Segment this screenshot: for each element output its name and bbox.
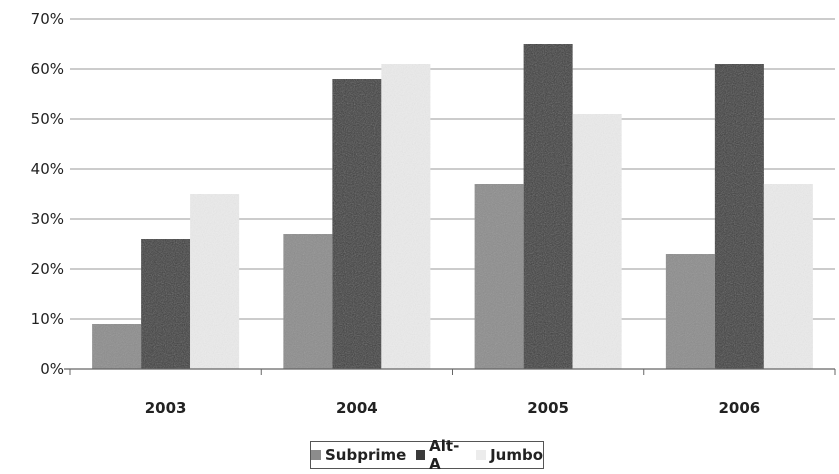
y-tick-label: 40% <box>31 160 64 178</box>
x-tick-label: 2003 <box>145 399 187 417</box>
y-axis-ticks: 0% 10% 20% 30% 40% 50% 60% 70% <box>31 10 64 378</box>
bar-jumbo-2005 <box>572 114 622 369</box>
bar-subprime-2004 <box>283 234 333 369</box>
legend-item-jumbo: Jumbo <box>476 446 543 464</box>
bar-jumbo-2003 <box>190 194 240 369</box>
y-tick-label: 0% <box>40 360 64 378</box>
x-tick-label: 2004 <box>336 399 378 417</box>
x-tick-label: 2006 <box>719 399 761 417</box>
y-tick-label: 60% <box>31 60 64 78</box>
bar-jumbo-2004 <box>381 64 431 369</box>
legend-item-subprime: Subprime <box>311 446 406 464</box>
bar-subprime-2003 <box>92 324 142 369</box>
y-tick-label: 70% <box>31 10 64 28</box>
legend-item-alt-a: Alt-A <box>416 437 466 473</box>
legend-label-alt-a: Alt-A <box>429 437 460 473</box>
x-tick-label: 2005 <box>527 399 569 417</box>
bar-jumbo-2006 <box>763 184 813 369</box>
legend-swatch-jumbo <box>476 450 487 460</box>
bar-alt-a-2004 <box>332 79 382 369</box>
bars <box>92 44 813 369</box>
bar-subprime-2005 <box>474 184 524 369</box>
bar-subprime-2006 <box>665 254 715 369</box>
bar-alt-a-2005 <box>523 44 573 369</box>
bar-alt-a-2006 <box>714 64 764 369</box>
bar-alt-a-2003 <box>141 239 191 369</box>
y-tick-label: 50% <box>31 110 64 128</box>
legend-label-subprime: Subprime <box>325 446 407 464</box>
legend-label-jumbo: Jumbo <box>490 446 543 464</box>
y-tick-label: 10% <box>31 310 64 328</box>
legend-swatch-subprime <box>311 450 321 460</box>
x-axis <box>64 368 836 375</box>
legend: Subprime Alt-A Jumbo <box>310 437 544 473</box>
x-axis-categories: 2003 2004 2005 2006 <box>145 399 761 417</box>
y-tick-label: 30% <box>31 210 64 228</box>
legend-swatch-alt-a <box>416 450 426 460</box>
y-tick-label: 20% <box>31 260 64 278</box>
